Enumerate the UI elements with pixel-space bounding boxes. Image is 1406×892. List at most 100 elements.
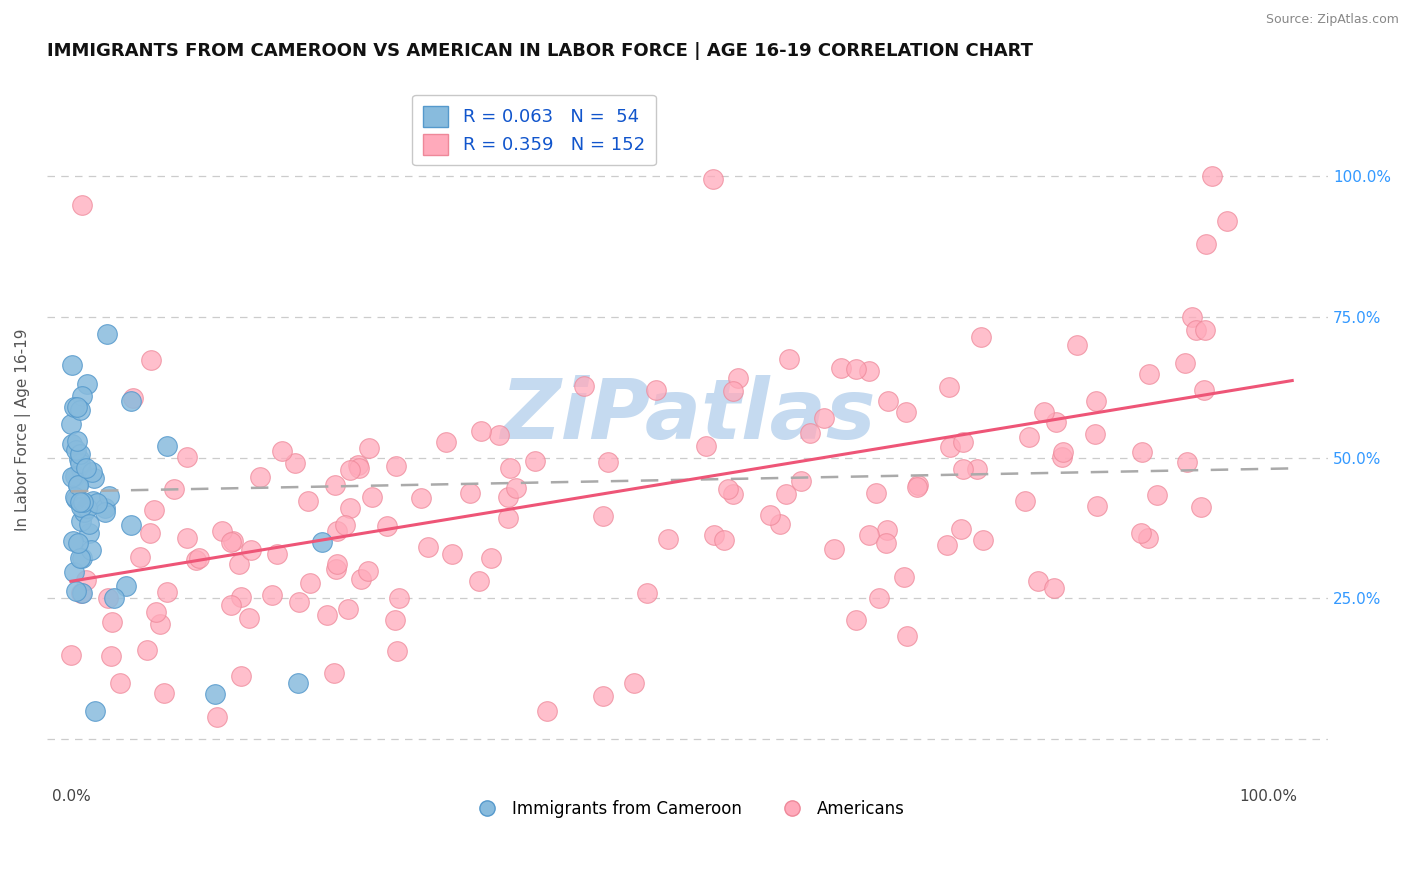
Point — [823, 541, 845, 556]
Point — [76, 376, 98, 391]
Point — [339, 463, 361, 477]
Point — [143, 503, 166, 517]
Point — [350, 572, 373, 586]
Point — [339, 500, 361, 515]
Point — [63, 400, 86, 414]
Point — [75, 460, 97, 475]
Point — [346, 458, 368, 473]
Point — [96, 326, 118, 341]
Point — [66, 434, 89, 448]
Point — [60, 358, 83, 372]
Point — [315, 607, 337, 622]
Point — [1215, 214, 1237, 228]
Point — [97, 591, 120, 606]
Point — [1085, 393, 1108, 408]
Point — [188, 551, 211, 566]
Point — [219, 599, 242, 613]
Point — [598, 454, 620, 468]
Point — [176, 531, 198, 545]
Point — [65, 584, 87, 599]
Point — [271, 443, 294, 458]
Point — [69, 500, 91, 514]
Point — [76, 500, 98, 515]
Point — [80, 465, 103, 479]
Point — [222, 534, 245, 549]
Point — [176, 450, 198, 465]
Y-axis label: In Labor Force | Age 16-19: In Labor Force | Age 16-19 — [15, 328, 31, 531]
Point — [63, 490, 86, 504]
Point — [156, 585, 179, 599]
Point — [499, 461, 522, 475]
Point — [592, 689, 614, 703]
Point — [938, 380, 960, 394]
Point — [877, 394, 900, 409]
Point — [204, 687, 226, 701]
Point — [79, 526, 101, 541]
Point — [418, 541, 440, 555]
Point — [758, 508, 780, 522]
Point — [60, 417, 83, 432]
Point — [1175, 455, 1198, 469]
Point — [156, 439, 179, 453]
Text: ZiPatlas: ZiPatlas — [499, 375, 876, 456]
Point — [893, 570, 915, 584]
Point — [69, 495, 91, 509]
Point — [347, 461, 370, 475]
Point — [1014, 494, 1036, 508]
Point — [266, 547, 288, 561]
Point — [1137, 367, 1160, 381]
Point — [645, 383, 668, 397]
Point — [1132, 445, 1154, 459]
Point — [69, 403, 91, 417]
Point — [94, 505, 117, 519]
Point — [70, 551, 93, 566]
Point — [67, 452, 90, 467]
Point — [1130, 525, 1153, 540]
Point — [868, 591, 890, 606]
Point — [298, 575, 321, 590]
Point — [337, 602, 360, 616]
Point — [60, 470, 83, 484]
Point — [769, 516, 792, 531]
Point — [384, 613, 406, 627]
Point — [70, 197, 93, 211]
Point — [1194, 323, 1216, 337]
Point — [311, 535, 333, 549]
Point — [80, 543, 103, 558]
Point — [1185, 323, 1208, 337]
Point — [1084, 426, 1107, 441]
Point — [62, 534, 84, 549]
Point — [1043, 581, 1066, 595]
Point — [1136, 532, 1159, 546]
Point — [966, 462, 988, 476]
Point — [1192, 383, 1215, 397]
Point — [936, 538, 959, 552]
Point — [1201, 169, 1223, 184]
Point — [865, 486, 887, 500]
Point — [70, 585, 93, 599]
Point — [813, 411, 835, 425]
Point — [360, 490, 382, 504]
Point — [1087, 500, 1109, 514]
Point — [211, 524, 233, 538]
Point — [949, 522, 972, 536]
Point — [1018, 430, 1040, 444]
Point — [288, 594, 311, 608]
Point — [114, 579, 136, 593]
Point — [1174, 356, 1197, 370]
Point — [86, 496, 108, 510]
Point — [359, 442, 381, 456]
Point — [83, 470, 105, 484]
Point — [59, 648, 82, 662]
Point — [153, 686, 176, 700]
Point — [323, 478, 346, 492]
Point — [939, 440, 962, 454]
Point — [1045, 415, 1067, 429]
Point — [229, 590, 252, 604]
Point — [440, 547, 463, 561]
Point — [858, 364, 880, 378]
Point — [75, 574, 97, 588]
Point — [876, 523, 898, 537]
Point — [240, 543, 263, 558]
Point — [496, 511, 519, 525]
